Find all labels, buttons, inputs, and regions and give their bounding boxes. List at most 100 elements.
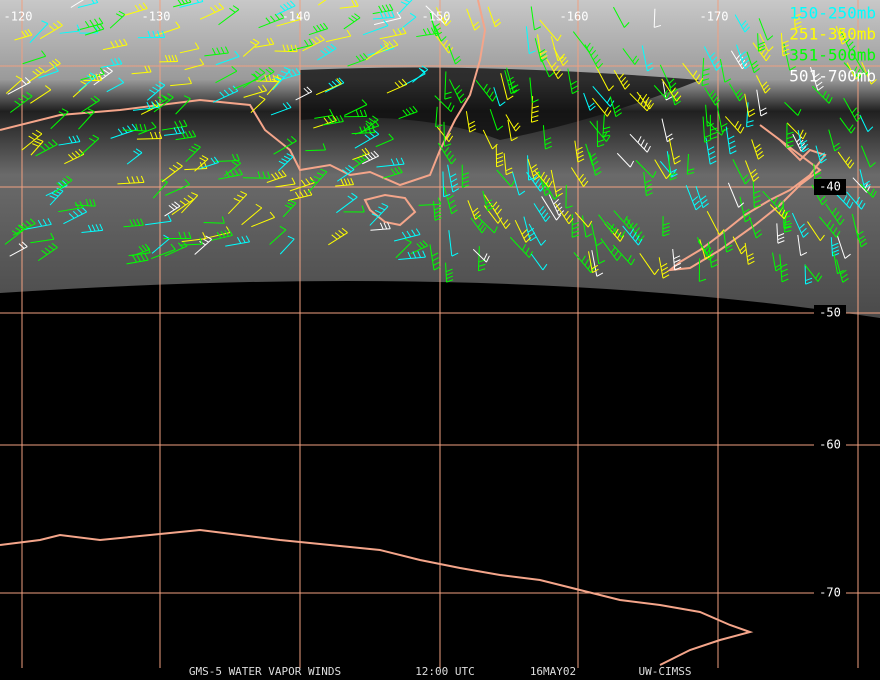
barb-flag bbox=[32, 70, 39, 76]
barb-staff bbox=[852, 177, 868, 193]
barb-flag bbox=[56, 187, 64, 192]
barb-flag bbox=[270, 37, 275, 45]
barb-flag bbox=[777, 240, 785, 244]
barb-flag bbox=[406, 230, 412, 238]
wind-barb bbox=[698, 258, 707, 282]
barb-flag bbox=[753, 176, 760, 182]
barb-flag bbox=[744, 178, 751, 185]
wind-barb bbox=[38, 65, 59, 79]
barb-flag bbox=[365, 120, 372, 126]
barb-flag bbox=[95, 224, 100, 231]
barb-flag bbox=[417, 250, 422, 258]
barb-flag bbox=[450, 204, 457, 210]
label-bg bbox=[814, 179, 846, 195]
barb-flag bbox=[707, 146, 715, 151]
barb-staff bbox=[591, 250, 598, 277]
barb-flag bbox=[262, 171, 266, 179]
barb-flag bbox=[87, 224, 92, 232]
wind-barb bbox=[138, 121, 157, 135]
barb-flag bbox=[531, 115, 539, 119]
barb-flag bbox=[872, 190, 877, 198]
barb-flag bbox=[279, 5, 286, 11]
barb-staff bbox=[126, 259, 149, 265]
barb-flag bbox=[544, 141, 552, 146]
barb-flag bbox=[356, 157, 363, 163]
wind-barb bbox=[102, 38, 128, 51]
barb-flag bbox=[383, 222, 388, 230]
wind-barb bbox=[860, 145, 876, 168]
barb-flag bbox=[199, 157, 206, 162]
wind-barb bbox=[762, 190, 785, 211]
barb-flag bbox=[819, 155, 826, 161]
new-zealand-coast bbox=[666, 124, 827, 272]
barb-staff bbox=[574, 140, 579, 163]
wind-barb bbox=[126, 148, 143, 165]
barb-flag bbox=[531, 99, 539, 103]
wind-barb bbox=[398, 250, 426, 261]
barb-flag bbox=[477, 221, 483, 228]
wind-barb bbox=[347, 52, 369, 67]
barb-staff bbox=[852, 53, 866, 76]
barb-flag bbox=[355, 109, 360, 117]
barb-flag bbox=[144, 65, 149, 73]
barb-staff bbox=[64, 153, 85, 165]
barb-staff bbox=[442, 171, 445, 197]
barb-flag bbox=[178, 120, 183, 128]
barb-flag bbox=[753, 195, 761, 199]
barb-flag bbox=[532, 174, 538, 182]
barb-flag bbox=[489, 91, 494, 98]
wind-barb bbox=[613, 70, 631, 90]
barb-flag bbox=[92, 199, 96, 207]
barb-staff bbox=[734, 14, 746, 33]
barb-flag bbox=[847, 41, 854, 48]
barb-flag bbox=[381, 5, 387, 12]
barb-flag bbox=[196, 0, 200, 3]
barb-flag bbox=[861, 202, 866, 210]
barb-flag bbox=[858, 199, 863, 207]
barb-flag bbox=[229, 169, 235, 177]
legend-entry: 251-350mb bbox=[789, 25, 876, 44]
barb-staff bbox=[470, 217, 483, 234]
barb-staff bbox=[170, 83, 192, 87]
barb-staff bbox=[716, 104, 723, 132]
wind-barb bbox=[851, 213, 865, 241]
barb-flag bbox=[234, 158, 241, 164]
barb-flag bbox=[286, 2, 293, 8]
barb-flag bbox=[528, 232, 536, 237]
barb-flag bbox=[673, 259, 681, 263]
barb-flag bbox=[497, 125, 504, 131]
barb-flag bbox=[305, 178, 311, 185]
barb-flag bbox=[739, 95, 745, 102]
wind-barb bbox=[654, 159, 672, 180]
wind-barb bbox=[584, 44, 604, 69]
barb-flag bbox=[35, 129, 43, 135]
barb-flag bbox=[831, 242, 839, 247]
barb-staff bbox=[403, 73, 426, 86]
wind-barb bbox=[30, 232, 55, 244]
barb-flag bbox=[794, 21, 802, 25]
wind-barb bbox=[545, 57, 564, 80]
barb-flag bbox=[353, 159, 361, 165]
barb-flag bbox=[21, 241, 28, 248]
barb-flag bbox=[646, 62, 653, 67]
barb-flag bbox=[637, 231, 643, 238]
barb-flag bbox=[123, 38, 128, 46]
barb-flag bbox=[566, 214, 572, 221]
wind-barb bbox=[153, 93, 174, 113]
barb-staff bbox=[744, 160, 754, 182]
barb-flag bbox=[834, 211, 840, 218]
barb-flag bbox=[334, 232, 341, 238]
barb-flag bbox=[834, 146, 841, 152]
wind-barb bbox=[661, 118, 674, 143]
barb-flag bbox=[268, 66, 275, 73]
wind-barb bbox=[489, 109, 504, 131]
wind-barb bbox=[75, 198, 96, 207]
barb-flag bbox=[557, 56, 564, 62]
barb-flag bbox=[528, 251, 533, 258]
wind-barb bbox=[159, 54, 179, 63]
wind-barb bbox=[492, 207, 511, 229]
latitude-label: -50 bbox=[819, 306, 841, 320]
barb-flag bbox=[763, 51, 769, 58]
barb-staff bbox=[838, 28, 851, 51]
barb-flag bbox=[401, 231, 407, 239]
